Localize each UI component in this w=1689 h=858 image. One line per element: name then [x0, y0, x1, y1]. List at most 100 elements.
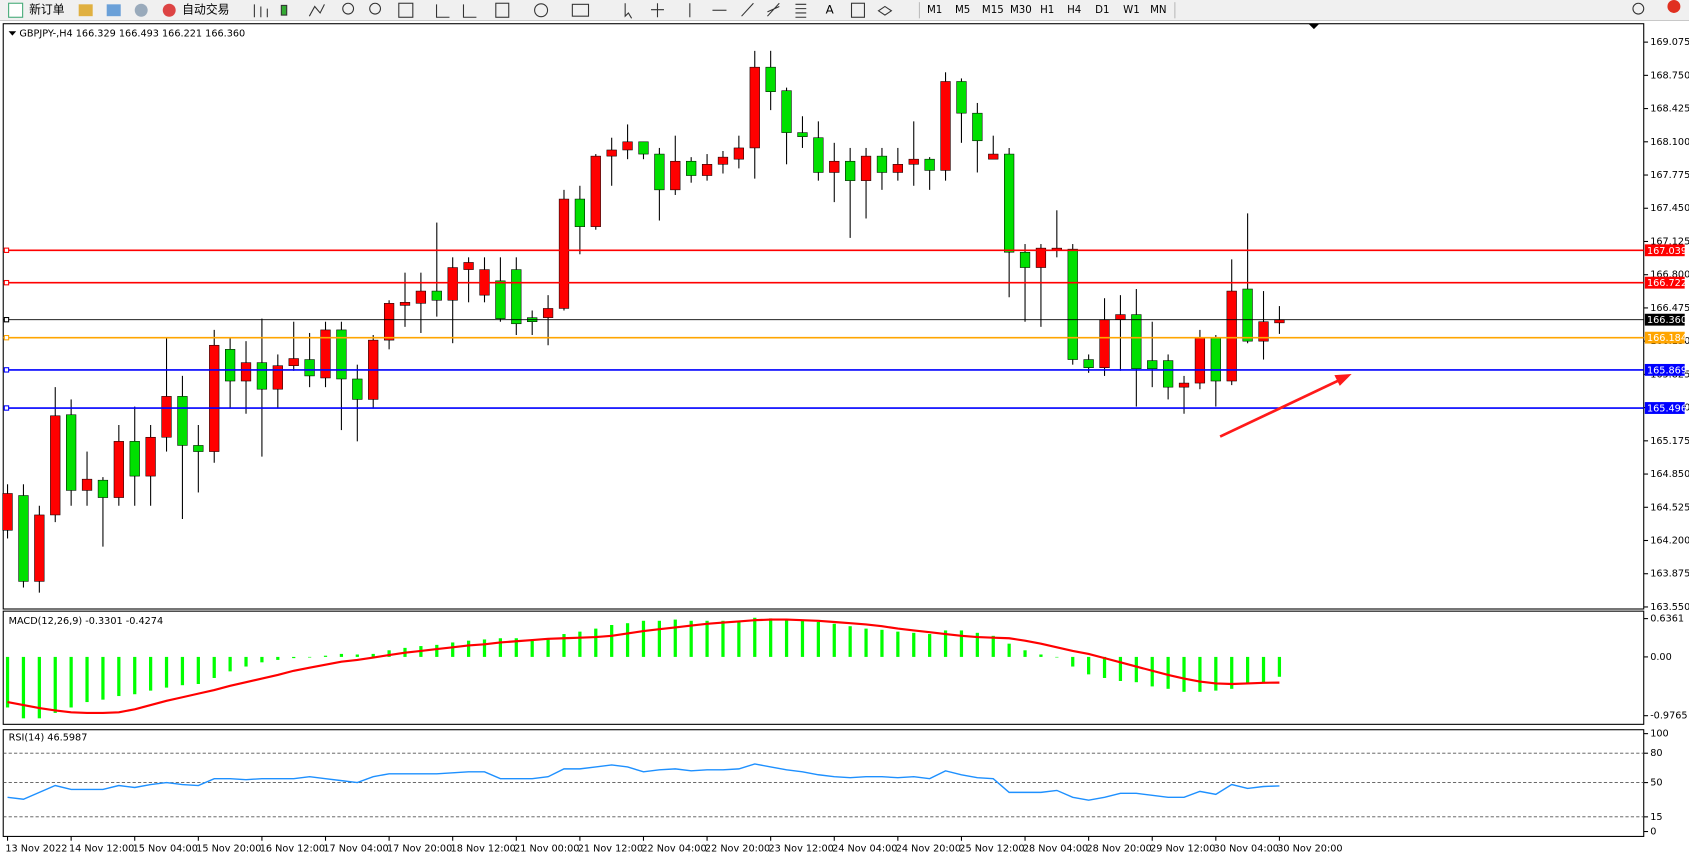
tool-cursor[interactable]	[624, 3, 633, 19]
new-order-button[interactable]: 新订单	[29, 3, 65, 17]
timeframe-button[interactable]: W1	[1123, 5, 1140, 16]
timeframe-button[interactable]: M30	[1010, 5, 1032, 16]
rsi-pane	[2, 729, 1645, 837]
macd-bar	[498, 638, 503, 657]
toolbar-icon[interactable]	[106, 4, 121, 17]
timeframe-button[interactable]: M1	[927, 5, 942, 16]
candle-body	[813, 137, 824, 173]
y-tick-label: 15	[1650, 812, 1662, 823]
macd-bar	[387, 650, 391, 657]
macd-bar	[832, 623, 836, 657]
tool-templates[interactable]	[571, 3, 590, 17]
candle-body	[892, 164, 903, 173]
timeframe-button[interactable]: H1	[1040, 5, 1054, 16]
candle-body	[1035, 247, 1047, 268]
candle-body	[495, 280, 506, 319]
macd-bar	[864, 628, 868, 657]
arrow-head	[1334, 374, 1352, 386]
timeframe-button[interactable]: MN	[1150, 5, 1166, 16]
tool-trendline[interactable]	[741, 2, 754, 17]
macd-bar	[69, 656, 73, 708]
macd-bar	[848, 626, 852, 657]
x-tick-label: 16 Nov 12:00	[260, 843, 325, 854]
level-label: 165.496	[1647, 404, 1687, 415]
tool-line-chart[interactable]	[308, 4, 325, 17]
candle-body	[240, 362, 252, 382]
level-label-box	[1644, 402, 1685, 414]
candle-body	[1083, 359, 1094, 369]
tool-bar-chart[interactable]	[253, 4, 268, 18]
macd-pane	[2, 610, 1645, 725]
candle-body	[415, 290, 427, 304]
indicator-title: RSI(14) 46.5987	[9, 732, 88, 743]
auto-trading-button[interactable]: 自动交易	[182, 3, 229, 17]
x-tick-label: 18 Nov 12:00	[451, 843, 516, 854]
tool-candles[interactable]	[280, 4, 288, 16]
tool-zoom-out[interactable]	[369, 2, 382, 15]
search-icon[interactable]	[1632, 2, 1645, 15]
timeframe-button[interactable]: M15	[982, 5, 1004, 16]
macd-bar	[292, 656, 296, 659]
y-tick-label: 0.00	[1650, 652, 1672, 663]
macd-bar	[307, 656, 312, 658]
tool-indicators[interactable]	[495, 2, 510, 18]
level-label: 166.360	[1647, 315, 1687, 326]
candle-body	[574, 198, 586, 227]
x-tick-label: 24 Nov 04:00	[832, 843, 897, 854]
tool-autoscroll[interactable]	[435, 4, 450, 18]
toolbar-icon[interactable]	[78, 4, 93, 17]
macd-bar	[180, 656, 185, 686]
tool-channel[interactable]	[767, 2, 780, 17]
tool-crosshair[interactable]	[651, 3, 664, 18]
tool-tile[interactable]	[398, 2, 414, 18]
timeframe-button[interactable]: M5	[955, 5, 970, 16]
y-tick-label: 167.775	[1650, 170, 1689, 181]
tool-zoom-in[interactable]	[342, 2, 355, 15]
candle-body	[81, 478, 93, 491]
candle-body	[304, 359, 315, 377]
candle-body	[447, 267, 458, 301]
timeframe-button[interactable]: D1	[1095, 5, 1109, 16]
candle-body	[1242, 288, 1253, 342]
tool-shift[interactable]	[462, 4, 477, 18]
toolbar-icon[interactable]	[134, 3, 148, 17]
candle-body	[129, 441, 140, 477]
x-tick-label: 30 Nov 04:00	[1214, 843, 1279, 854]
notification-badge[interactable]	[1667, 0, 1681, 13]
y-tick-label: 164.525	[1650, 502, 1689, 513]
tool-fibo[interactable]	[795, 3, 807, 18]
candle-body	[1115, 314, 1126, 320]
x-tick-label: 13 Nov 2022	[5, 843, 67, 854]
candle-body	[97, 479, 109, 498]
level-anchor	[3, 334, 10, 341]
tool-label[interactable]	[850, 2, 865, 18]
macd-bar	[530, 639, 534, 657]
macd-bar	[578, 631, 582, 657]
macd-bar	[928, 634, 932, 657]
candle-body	[1163, 360, 1174, 388]
tool-arrows[interactable]	[877, 5, 893, 16]
candle-body	[1131, 314, 1142, 370]
macd-bar	[1055, 656, 1059, 658]
x-tick-label: 17 Nov 04:00	[323, 843, 388, 854]
candle-body	[1178, 382, 1190, 388]
tool-periods[interactable]	[534, 3, 549, 18]
macd-bar	[641, 620, 646, 657]
timeframe-button[interactable]: H4	[1067, 5, 1081, 16]
x-tick-label: 30 Nov 20:00	[1277, 843, 1342, 854]
macd-bar	[514, 638, 518, 657]
level-label: 165.869	[1647, 365, 1687, 376]
x-tick-label: 24 Nov 20:00	[896, 843, 961, 854]
y-tick-label: 100	[1650, 729, 1669, 740]
macd-bar	[546, 639, 550, 657]
x-tick-label: 28 Nov 04:00	[1023, 843, 1088, 854]
candle-body	[1274, 319, 1285, 324]
x-tick-label: 23 Nov 12:00	[769, 843, 834, 854]
candle-body	[956, 81, 967, 114]
macd-bar	[53, 656, 57, 713]
auto-trading-icon	[162, 3, 176, 17]
candle-body	[431, 290, 442, 301]
text-tool[interactable]: A	[826, 3, 834, 17]
chart-tools	[253, 2, 1645, 19]
level-label: 166.722	[1647, 278, 1687, 289]
